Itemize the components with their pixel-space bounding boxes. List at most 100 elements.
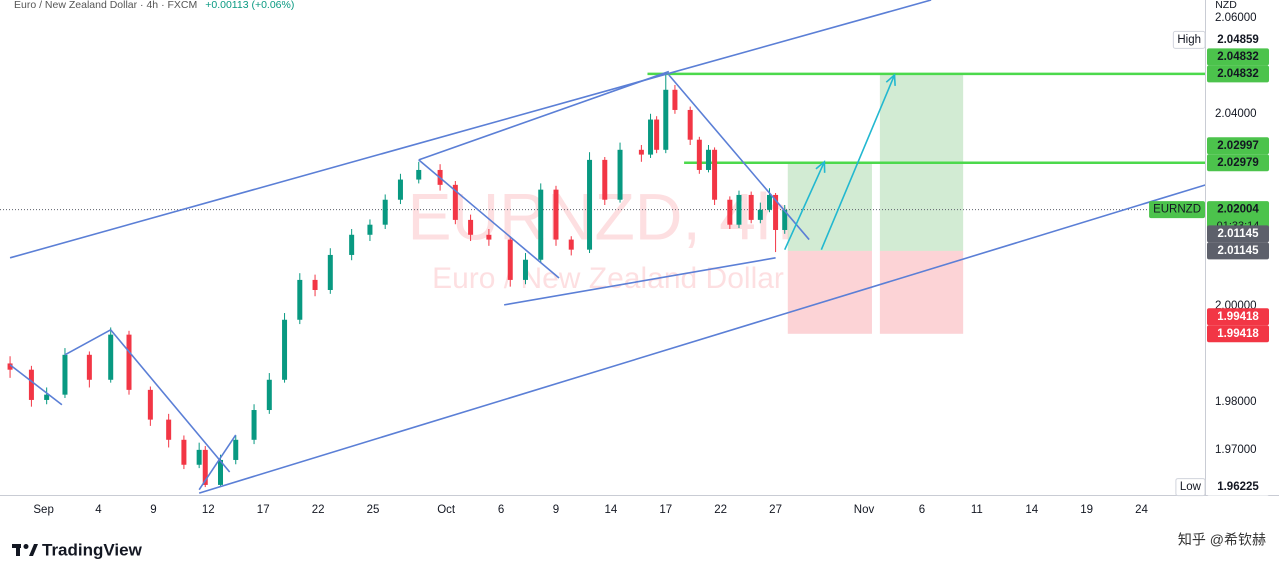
price-label-box	[1207, 225, 1269, 243]
trend-line	[668, 74, 810, 241]
price-label-box	[1207, 154, 1269, 172]
x-tick-label: 24	[1135, 504, 1148, 516]
y-tick-label: 2.06000	[1215, 12, 1257, 24]
candle-body	[727, 199, 733, 225]
projection-arrow	[783, 161, 826, 250]
candle-body	[266, 379, 272, 411]
price-label: 2.02004	[1217, 204, 1259, 216]
x-tick-label: Nov	[854, 504, 875, 516]
x-tick-label: 12	[202, 504, 215, 516]
candle-body	[233, 439, 239, 460]
candle-body	[166, 419, 172, 440]
candle-body	[538, 189, 544, 260]
trend-line	[504, 257, 776, 306]
candle-body	[672, 89, 678, 110]
candle-body	[86, 354, 92, 380]
candle-body	[712, 149, 718, 200]
x-tick-label: 9	[150, 504, 156, 516]
candle-body	[617, 149, 623, 200]
trend-line	[110, 329, 231, 473]
candle-body	[282, 319, 288, 380]
x-tick-label: 6	[919, 504, 925, 516]
price-label-box	[1207, 48, 1269, 66]
projection-arrow	[820, 74, 896, 250]
price-label-tag: EURNZD	[1153, 204, 1201, 216]
candle-body	[44, 394, 50, 400]
watermark: EURNZD, 4h	[407, 179, 792, 253]
candle-body	[654, 119, 660, 150]
candle-body	[648, 119, 654, 155]
candle-body	[126, 334, 132, 390]
candle-body	[705, 149, 711, 170]
price-label-box	[1207, 325, 1269, 343]
x-tick-label: 22	[312, 504, 325, 516]
candle-body	[28, 369, 34, 400]
x-tick-label: 17	[659, 504, 672, 516]
candle-body	[196, 449, 202, 465]
price-label: 1.99418	[1217, 328, 1259, 340]
price-label-tag: High	[1177, 34, 1201, 46]
candle-body	[297, 279, 303, 320]
x-tick-label: 17	[257, 504, 270, 516]
price-label: 1.96225	[1217, 481, 1259, 493]
x-tick-label: 25	[367, 504, 380, 516]
candle-body	[108, 334, 114, 380]
plot-area: EURNZD, 4h Euro / New Zealand Dollar	[0, 0, 1205, 494]
chart-title: Euro / New Zealand Dollar · 4h · FXCM	[14, 0, 197, 11]
price-label-tag: Low	[1180, 481, 1202, 493]
arrow-head	[885, 73, 896, 86]
target-zone	[787, 162, 872, 251]
x-tick-label: 6	[498, 504, 504, 516]
candle-body	[696, 139, 702, 170]
y-tick-label: 1.97000	[1215, 444, 1257, 456]
price-label: 2.01145	[1218, 245, 1260, 257]
candle-body	[218, 459, 224, 485]
trend-line	[9, 0, 932, 259]
candle-body	[382, 199, 388, 225]
price-label: 2.01145	[1218, 228, 1260, 240]
trend-line	[64, 329, 112, 356]
y-tick-label: 1.98000	[1215, 396, 1257, 408]
candle-body	[486, 234, 492, 240]
trend-line	[198, 434, 237, 491]
price-label-box	[1207, 308, 1269, 326]
price-label: 2.04832	[1217, 51, 1259, 63]
candle-body	[452, 184, 458, 220]
price-label: 2.02997	[1217, 140, 1259, 152]
candle-body	[181, 439, 187, 465]
candle-body	[748, 194, 754, 220]
price-axis-unit: NZD	[1215, 0, 1237, 11]
price-label-box	[1207, 242, 1269, 260]
candle-body	[367, 224, 373, 235]
x-tick-label: 19	[1080, 504, 1093, 516]
candle-body	[568, 239, 574, 250]
x-tick-label: 11	[971, 504, 983, 516]
price-label-tag-box	[1175, 478, 1206, 497]
trend-line	[418, 70, 670, 161]
candle-body	[202, 449, 208, 485]
candle-body	[782, 209, 788, 230]
arrow-head	[815, 160, 826, 173]
x-tick-label: 14	[604, 504, 617, 516]
candle-body	[587, 159, 593, 250]
candle-body	[602, 159, 608, 200]
candle-body	[687, 109, 693, 140]
x-tick-label: 22	[714, 504, 727, 516]
candle-body	[251, 410, 257, 440]
candle-body	[766, 194, 772, 210]
brand-name: TradingView	[42, 540, 143, 559]
x-tick-label: Oct	[437, 504, 456, 516]
x-tick-label: 27	[769, 504, 782, 516]
y-tick-label: 2.04000	[1215, 108, 1257, 120]
x-tick-label: 14	[1025, 504, 1038, 516]
candle-body	[416, 169, 422, 180]
price-label: 2.04859	[1217, 34, 1259, 46]
candle-body	[553, 189, 559, 240]
stop-zone	[879, 250, 964, 334]
price-label: 2.02979	[1217, 157, 1259, 169]
stop-zone	[787, 250, 872, 334]
x-tick-label: Sep	[33, 504, 53, 516]
candle-body	[468, 219, 474, 235]
